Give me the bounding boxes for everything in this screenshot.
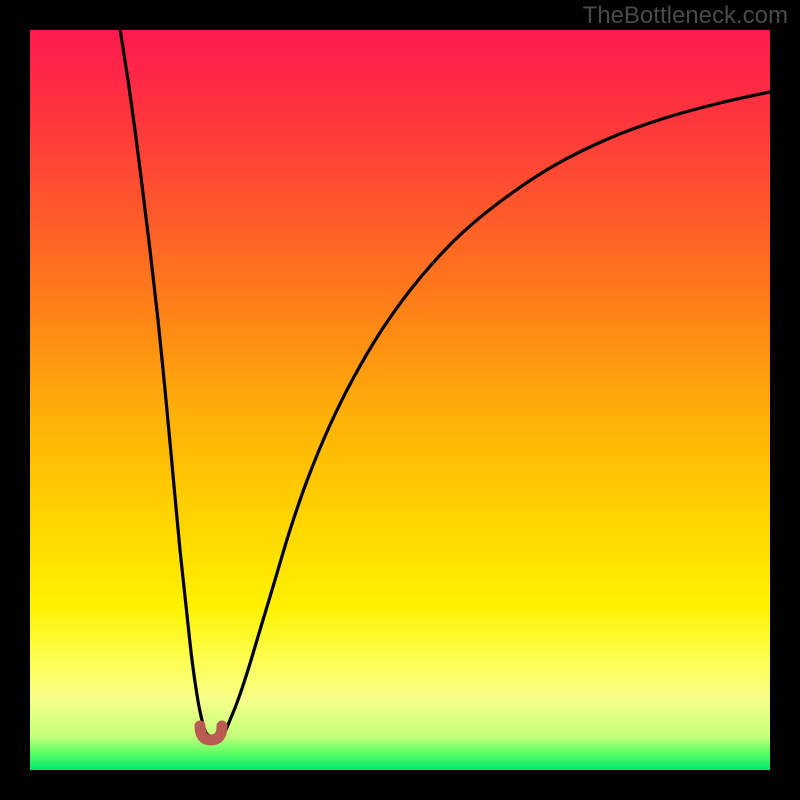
watermark-text: TheBottleneck.com	[583, 2, 788, 30]
chart-stage: TheBottleneck.com	[0, 0, 800, 800]
chart-svg	[0, 0, 800, 800]
plot-area	[30, 30, 770, 770]
